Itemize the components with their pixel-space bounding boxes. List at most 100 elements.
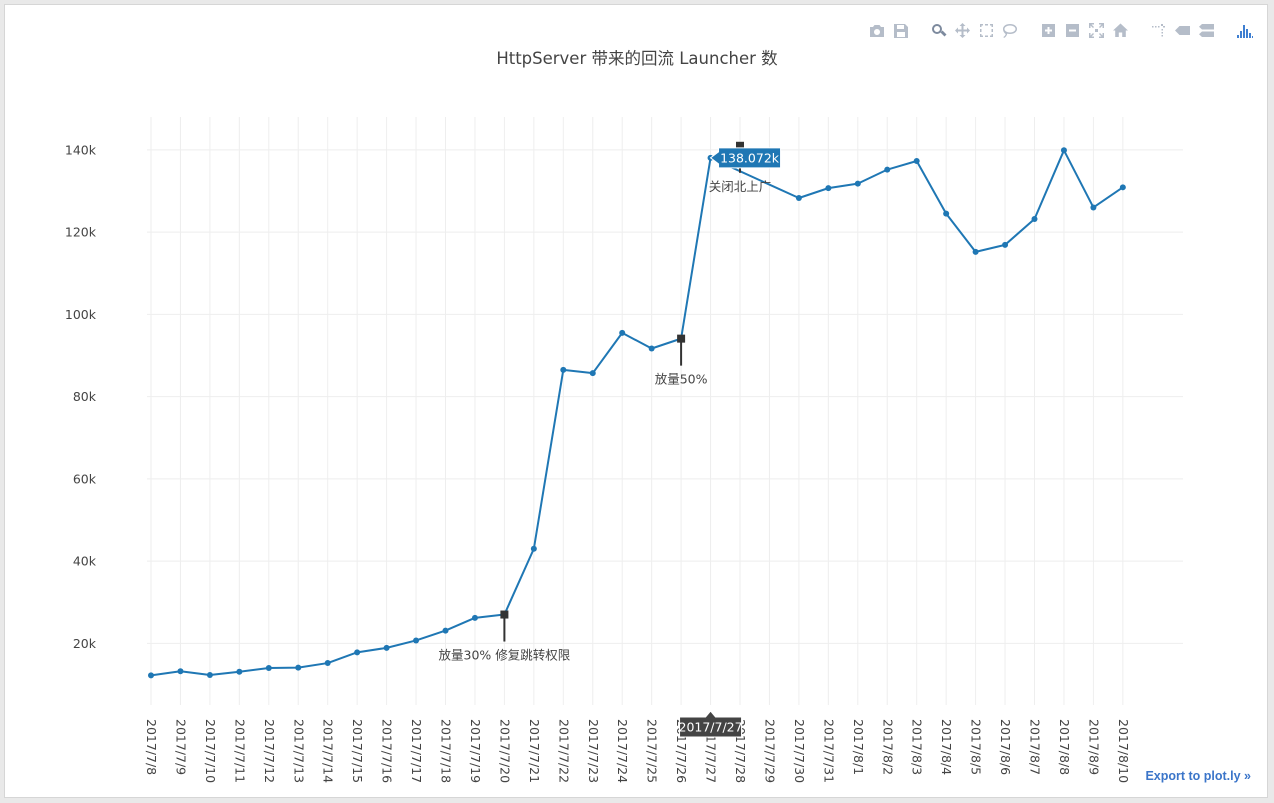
lasso-select-button[interactable]	[999, 19, 1021, 41]
hover-compare-button[interactable]	[1195, 19, 1217, 41]
save-button[interactable]	[889, 19, 911, 41]
x-tick-label: 2017/7/19	[468, 719, 483, 783]
x-axis-hover-label: 2017/7/27	[679, 710, 743, 738]
x-tick-label: 2017/7/13	[291, 719, 306, 783]
plotly-logo-button[interactable]	[1233, 19, 1255, 41]
zoom-icon	[931, 23, 946, 36]
x-tick-label: 2017/7/23	[586, 719, 601, 783]
x-tick-label: 2017/8/2	[880, 719, 895, 775]
data-point	[442, 627, 449, 634]
line-chart[interactable]: HttpServer 带来的回流 Launcher 数 20k 40k 60k 80k 1…	[5, 5, 1269, 799]
x-tick-label: 2017/8/8	[1057, 719, 1072, 775]
x-tick-label: 2017/8/3	[910, 719, 925, 775]
hover-label-value: 138.072k	[720, 150, 780, 165]
data-point	[177, 668, 184, 675]
camera-icon	[869, 24, 884, 37]
data-point	[148, 672, 154, 679]
x-tick-label: 2017/7/18	[439, 719, 454, 783]
autoscale-icon	[1088, 22, 1104, 38]
pan-button[interactable]	[951, 19, 973, 41]
x-tick-label: 2017/8/6	[998, 719, 1013, 775]
box-select-button[interactable]	[975, 19, 997, 41]
export-to-plotly-link[interactable]: Export to plot.ly »	[1145, 769, 1251, 783]
data-point	[825, 185, 832, 192]
annotation-label: 放量30% 修复跳转权限	[439, 648, 571, 663]
x-tick-label: 2017/7/30	[792, 719, 807, 783]
save-icon	[893, 23, 908, 38]
x-tick-label: 2017/7/24	[615, 719, 630, 783]
data-point	[884, 166, 891, 173]
modebar-group	[1037, 19, 1131, 41]
annotation-label: 关闭北上广	[709, 179, 772, 194]
data-point	[383, 644, 390, 651]
data-point	[295, 664, 302, 671]
modebar-group	[1233, 19, 1255, 41]
data-point	[265, 664, 272, 671]
hover-closest-button[interactable]	[1171, 19, 1193, 41]
series-line	[150, 149, 1124, 677]
zoom-button[interactable]	[927, 19, 949, 41]
pan-icon	[954, 22, 970, 38]
chart-title: HttpServer 带来的回流 Launcher 数	[496, 49, 778, 68]
zoom-in-button[interactable]	[1037, 19, 1059, 41]
x-tick-label: 2017/8/5	[969, 719, 984, 775]
x-tick-label: 2017/7/31	[821, 719, 836, 783]
x-tick-label: 2017/7/25	[645, 719, 660, 783]
x-tick-label: 2017/7/17	[409, 719, 424, 783]
spike-lines-button[interactable]	[1147, 19, 1169, 41]
modebar-group	[865, 19, 911, 41]
data-point	[560, 366, 567, 373]
data-point	[1002, 241, 1009, 248]
y-tick-label: 80k	[73, 389, 97, 404]
data-point	[206, 671, 213, 678]
y-tick-label: 20k	[73, 636, 97, 651]
plotly-logo-icon	[1236, 24, 1253, 38]
x-hover-label-text: 2017/7/27	[679, 720, 743, 735]
modebar-group	[927, 19, 1021, 41]
y-tick-label: 120k	[65, 225, 97, 240]
data-point	[648, 345, 655, 352]
data-point	[795, 195, 802, 202]
x-tick-label: 2017/7/16	[380, 719, 395, 783]
camera-button[interactable]	[865, 19, 887, 41]
x-tick-label: 2017/8/9	[1086, 719, 1101, 775]
hover-closest-icon	[1174, 25, 1190, 35]
x-hover-label-box	[679, 710, 743, 738]
y-tick-label: 140k	[65, 142, 97, 157]
data-point	[1119, 184, 1126, 191]
data-point	[413, 637, 420, 644]
data-point	[324, 660, 331, 667]
data-point	[972, 248, 979, 255]
grid-lines	[147, 117, 1183, 705]
x-tick-label: 2017/7/21	[527, 719, 542, 783]
data-point	[619, 329, 626, 336]
lasso-select-icon	[1002, 23, 1017, 38]
annotation: 放量50%	[655, 334, 708, 387]
x-tick-label: 2017/7/22	[556, 719, 571, 783]
autoscale-button[interactable]	[1085, 19, 1107, 41]
zoom-in-icon	[1041, 23, 1055, 37]
x-tick-label: 2017/7/12	[262, 719, 277, 783]
hover-compare-icon	[1198, 23, 1214, 37]
x-tick-label: 2017/8/4	[939, 719, 954, 775]
x-tick-label: 2017/8/10	[1116, 719, 1131, 783]
spike-lines-icon	[1151, 23, 1165, 36]
modebar-toolbar	[853, 19, 1255, 41]
annotation: 放量30% 修复跳转权限	[439, 610, 571, 663]
y-tick-label: 40k	[73, 554, 97, 569]
data-point	[854, 180, 861, 187]
zoom-out-button[interactable]	[1061, 19, 1083, 41]
reset-axes-icon	[1112, 23, 1128, 37]
x-tick-label: 2017/7/20	[497, 719, 512, 783]
zoom-out-icon	[1065, 23, 1079, 37]
data-point	[236, 668, 243, 675]
data-point	[1031, 215, 1038, 222]
annotation-label: 放量50%	[655, 372, 708, 387]
hover-label-box	[709, 147, 782, 169]
hover-tooltip: 138.072k	[709, 147, 782, 169]
x-tick-label: 2017/8/7	[1028, 719, 1043, 775]
reset-axes-button[interactable]	[1109, 19, 1131, 41]
box-select-icon	[979, 23, 993, 37]
x-tick-label: 2017/7/29	[762, 719, 777, 783]
data-point	[471, 614, 478, 621]
